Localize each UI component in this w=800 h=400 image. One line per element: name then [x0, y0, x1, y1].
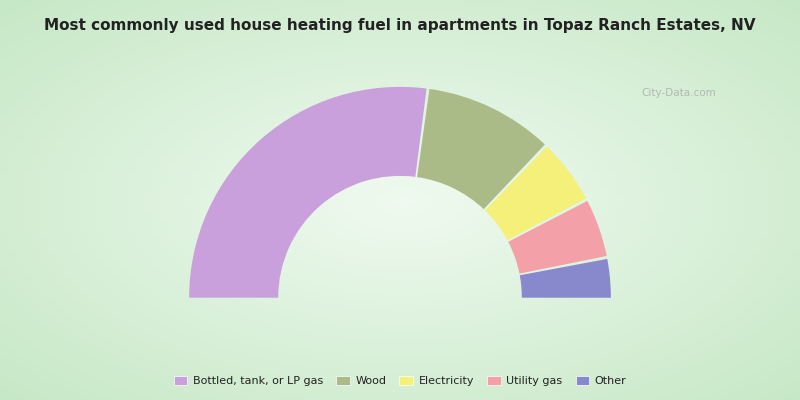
Wedge shape — [508, 201, 606, 274]
Wedge shape — [485, 146, 586, 240]
Wedge shape — [417, 89, 545, 209]
Text: Most commonly used house heating fuel in apartments in Topaz Ranch Estates, NV: Most commonly used house heating fuel in… — [44, 18, 756, 33]
Legend: Bottled, tank, or LP gas, Wood, Electricity, Utility gas, Other: Bottled, tank, or LP gas, Wood, Electric… — [170, 371, 630, 390]
Wedge shape — [189, 87, 426, 298]
Wedge shape — [520, 259, 611, 298]
Text: City-Data.com: City-Data.com — [642, 88, 716, 98]
